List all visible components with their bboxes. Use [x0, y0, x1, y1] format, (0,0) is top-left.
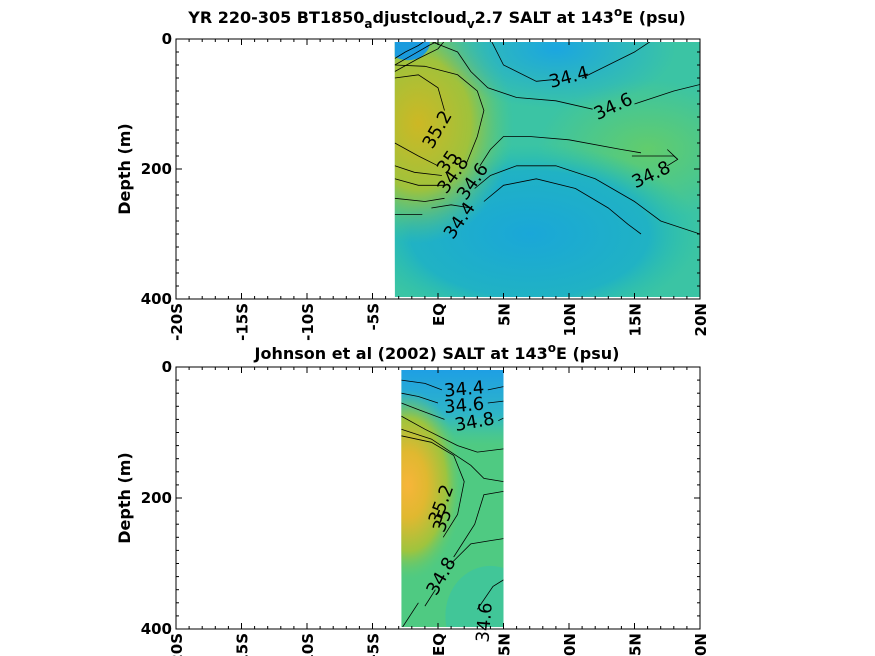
- contour-line: [401, 415, 504, 453]
- x-tick-label: EQ: [430, 633, 448, 656]
- y-tick-labels: 0 200 400: [141, 358, 172, 638]
- x-tick-label: 10N: [561, 633, 579, 656]
- contour-line: [491, 42, 556, 82]
- contour-line: [401, 379, 443, 391]
- contour-line: [394, 42, 425, 59]
- contour-line: [631, 155, 678, 160]
- chart-title: Johnson et al (2002) SALT at 143oE (psu): [254, 341, 620, 363]
- contour-line: [476, 579, 504, 610]
- contour-line: [453, 491, 504, 558]
- x-tick-label: 10N: [561, 303, 579, 336]
- contour-line: [581, 42, 651, 79]
- contour-line: [487, 386, 504, 391]
- contour-line: [498, 417, 504, 422]
- y-tick-label: 400: [141, 290, 172, 308]
- contour-line: [483, 178, 642, 235]
- contour-lines-model: [394, 42, 700, 235]
- chart-title: YR 220-305 BT1850adjustcloudv2.7 SALT at…: [187, 5, 685, 31]
- contour-label: 34.6: [443, 394, 485, 418]
- contour-line: [394, 197, 445, 202]
- field-region: [394, 42, 430, 61]
- contour-label: 34.4: [443, 377, 485, 401]
- contour-line: [394, 178, 445, 186]
- x-tick-label: 15N: [627, 633, 645, 656]
- contour-line: [394, 74, 445, 111]
- y-axis-label: Depth (m): [115, 452, 134, 544]
- contour-label: 34.6: [472, 602, 496, 644]
- x-tick-label: 5N: [496, 303, 514, 326]
- contour-line: [401, 428, 504, 482]
- contour-line: [394, 142, 439, 167]
- x-tick-label: -10S: [299, 303, 317, 341]
- contour-line: [424, 589, 436, 607]
- contour-line: [401, 392, 439, 404]
- tick-marks: [175, 38, 701, 300]
- contour-line: [401, 402, 445, 420]
- contour-line: [394, 165, 442, 176]
- contour-line: [431, 42, 593, 110]
- tick-marks: [175, 366, 701, 630]
- x-tick-label: -15S: [234, 633, 252, 656]
- y-tick-label: 200: [141, 160, 172, 178]
- x-tick-label: -5S: [365, 633, 383, 656]
- y-tick-labels: 0 200 400: [141, 30, 172, 308]
- contour-line: [394, 42, 437, 66]
- contour-line: [431, 204, 471, 209]
- x-tick-label: 15N: [627, 303, 645, 336]
- salinity-field-model: [394, 42, 700, 297]
- x-tick-label: 20N: [692, 633, 710, 656]
- x-tick-label: 5N: [496, 633, 514, 656]
- contour-line: [402, 602, 419, 627]
- y-axis-label: Depth (m): [115, 123, 134, 215]
- x-tick-label: -20S: [168, 303, 186, 341]
- field-region: [435, 42, 676, 109]
- x-tick-label: -10S: [299, 633, 317, 656]
- x-tick-label: 20N: [692, 303, 710, 336]
- contour-line: [634, 84, 700, 105]
- contour-line: [394, 64, 485, 163]
- x-tick-label: -15S: [234, 303, 252, 341]
- y-tick-label: 0: [162, 358, 172, 376]
- y-tick-label: 400: [141, 620, 172, 638]
- panel-observation: -20S -15S -10S -5S EQ 5N 10N 15N 20N 0 200 400 34.…: [115, 341, 710, 656]
- x-tick-label: EQ: [430, 303, 448, 326]
- contour-lines-obs: [401, 379, 504, 627]
- contour-line: [479, 136, 642, 167]
- y-tick-label: 200: [141, 489, 172, 507]
- contour-line: [474, 165, 700, 235]
- x-tick-label: -20S: [168, 633, 186, 656]
- contour-line: [401, 435, 465, 538]
- y-tick-label: 0: [162, 30, 172, 48]
- field-region: [445, 565, 504, 627]
- x-tick-labels: -20S -15S -10S -5S EQ 5N 10N 15N 20N: [168, 633, 710, 656]
- contour-line: [450, 538, 504, 564]
- contour-line: [394, 42, 445, 72]
- contour-line: [487, 400, 504, 404]
- x-tick-label: -5S: [365, 303, 383, 330]
- x-tick-labels: -20S -15S -10S -5S EQ 5N 10N 15N 20N: [168, 303, 710, 341]
- salinity-field-obs: [401, 370, 504, 627]
- field-region: [401, 389, 463, 580]
